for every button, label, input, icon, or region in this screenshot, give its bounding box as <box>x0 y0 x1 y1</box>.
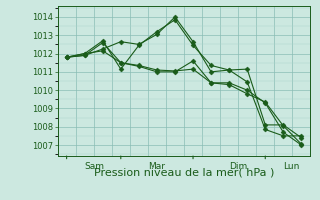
Text: Sam: Sam <box>85 162 105 171</box>
Text: Lun: Lun <box>283 162 300 171</box>
X-axis label: Pression niveau de la mer( hPa ): Pression niveau de la mer( hPa ) <box>94 167 274 177</box>
Text: Mar: Mar <box>148 162 165 171</box>
Text: Dim: Dim <box>229 162 247 171</box>
